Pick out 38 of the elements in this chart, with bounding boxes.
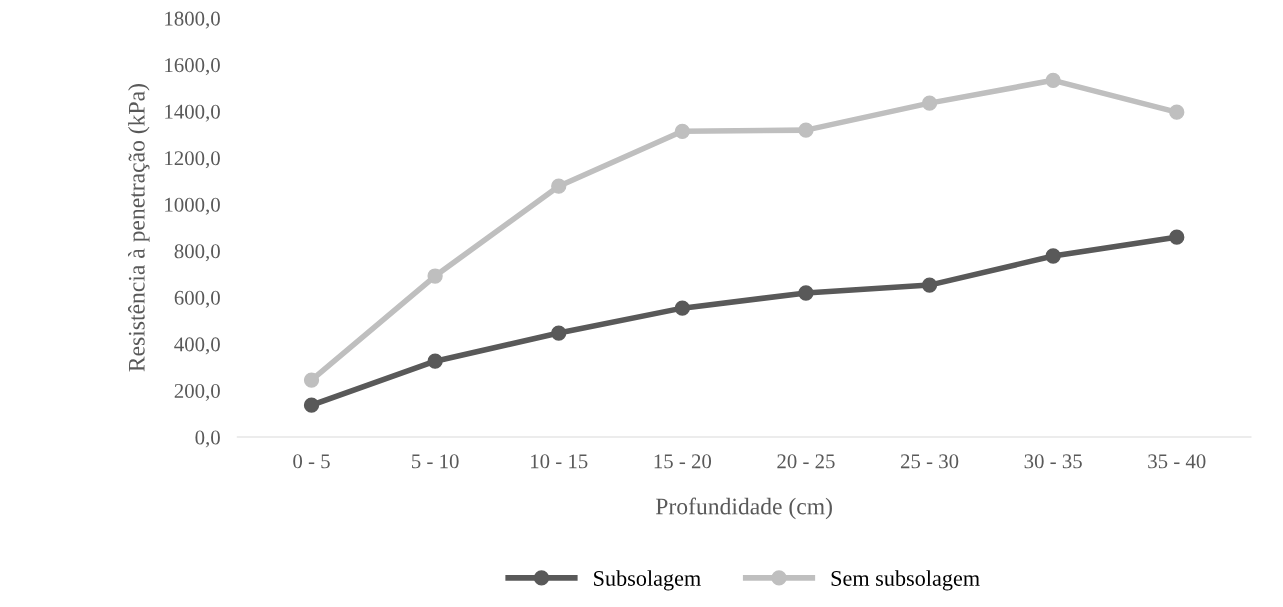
point bbox=[1169, 229, 1185, 245]
y-tick-label: 200,0 bbox=[174, 383, 220, 401]
x-axis-title: Profundidade (cm) bbox=[655, 497, 832, 520]
x-tick-label: 10 - 15 bbox=[531, 454, 588, 469]
point bbox=[551, 325, 567, 341]
point bbox=[921, 277, 938, 293]
y-tick-label: 600,0 bbox=[174, 290, 220, 308]
y-tick-label: 0,0 bbox=[195, 430, 220, 448]
point bbox=[551, 178, 567, 194]
x-tick-label: 30 - 35 bbox=[1024, 454, 1082, 469]
y-tick-label: 400,0 bbox=[174, 337, 220, 355]
y-tick-label: 800,0 bbox=[174, 244, 220, 262]
x-tick-label: 35 - 40 bbox=[1148, 454, 1206, 469]
point bbox=[921, 95, 938, 111]
y-tick-label: 1000,0 bbox=[165, 197, 220, 215]
y-tick-label: 1600,0 bbox=[165, 58, 220, 76]
point bbox=[798, 122, 814, 138]
point bbox=[1169, 104, 1185, 120]
point bbox=[1045, 248, 1061, 264]
point bbox=[798, 285, 814, 301]
x-tick-label: 15 - 20 bbox=[654, 454, 712, 469]
point bbox=[427, 353, 443, 369]
x-tick-label: 25 - 30 bbox=[900, 454, 959, 469]
point bbox=[1045, 72, 1061, 88]
x-tick-label: 5 - 10 bbox=[412, 454, 459, 469]
y-tick-label: 1400,0 bbox=[165, 104, 220, 122]
legend-label: Subsolagem bbox=[594, 570, 701, 591]
legend-label: Sem subsolagem bbox=[831, 570, 980, 591]
y-tick-label: 1800,0 bbox=[165, 11, 220, 29]
y-axis-title: Resistência à penetração (kPa) bbox=[128, 84, 150, 372]
point bbox=[303, 372, 320, 388]
point bbox=[674, 300, 690, 316]
x-tick-label: 0 - 5 bbox=[293, 454, 330, 469]
point bbox=[674, 123, 690, 139]
point bbox=[303, 397, 320, 413]
point bbox=[427, 268, 443, 284]
x-tick-label: 20 - 25 bbox=[777, 454, 835, 469]
y-tick-label: 1200,0 bbox=[165, 151, 220, 169]
